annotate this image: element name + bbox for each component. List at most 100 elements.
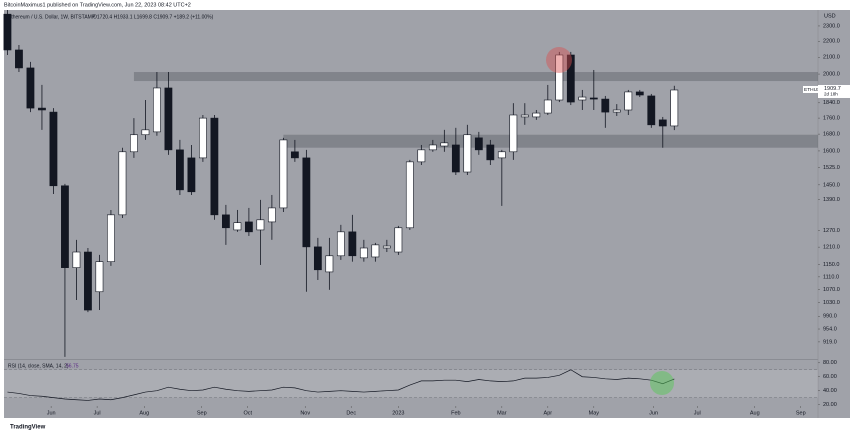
y-tick-label: 1525.0: [823, 165, 840, 171]
candle-body: [233, 222, 242, 231]
candle-body: [359, 247, 368, 259]
candle-body: [267, 207, 276, 223]
candle-body: [325, 255, 334, 273]
x-tick-label: Dec: [346, 410, 356, 416]
candle-body: [474, 137, 483, 151]
candle-body: [497, 151, 506, 159]
chart-background: [4, 10, 850, 418]
candle-body: [164, 87, 173, 151]
ohlc-legend: O1720.4 H1933.1 L1699.8 C1909.7 +189.2 (…: [93, 14, 214, 20]
price-box: [818, 84, 850, 98]
candle-body: [566, 54, 575, 103]
candle-body: [578, 96, 587, 101]
currency-label: USD: [824, 13, 836, 19]
x-tick-label: 2023: [392, 410, 404, 416]
x-tick-label: Jun: [649, 410, 658, 416]
candle-body: [543, 99, 552, 114]
y-tick-label: 60.00: [823, 374, 837, 380]
candle-body: [176, 149, 184, 191]
candle-body: [509, 114, 518, 153]
y-tick-label: 1390.0: [823, 197, 840, 203]
y-tick-label: 990.0: [823, 314, 837, 320]
candle-body: [555, 54, 564, 101]
y-tick-label: 1680.0: [823, 132, 840, 138]
x-tick-label: Sep: [197, 410, 207, 416]
candle-body: [210, 117, 219, 216]
highlight-circle: [650, 371, 674, 395]
x-tick-label: Aug: [750, 410, 760, 416]
candle-body: [428, 144, 437, 151]
candle-body: [440, 142, 449, 147]
candle-body: [589, 97, 598, 100]
candle-body: [532, 112, 541, 118]
y-tick-label: 1450.0: [823, 182, 840, 188]
x-tick-label: Apr: [544, 410, 553, 416]
candle-body: [451, 144, 460, 173]
candle-body: [382, 245, 391, 249]
price-symbol: ETHUSD: [804, 87, 824, 93]
y-tick-label: 2000.0: [823, 72, 840, 78]
candle-body: [336, 231, 345, 257]
candle-body: [38, 107, 46, 111]
candle-body: [658, 119, 667, 127]
candle-body: [49, 111, 58, 187]
candle-body: [244, 221, 253, 233]
candle-body: [61, 185, 69, 268]
candle-body: [107, 214, 115, 262]
candle-body: [601, 98, 610, 113]
candle-body: [72, 251, 81, 268]
candle-body: [302, 157, 311, 248]
y-tick-label: 1070.0: [823, 287, 840, 293]
candle-body: [118, 151, 127, 216]
y-tick-label: 919.0: [823, 339, 837, 345]
candle-body: [670, 89, 679, 127]
y-tick-label: 1270.0: [823, 228, 840, 234]
candle-body: [141, 129, 150, 136]
candle-body: [3, 13, 12, 51]
candle-body: [624, 91, 633, 111]
candle-body: [290, 151, 299, 159]
candle-body: [187, 157, 196, 193]
y-tick-label: 1760.0: [823, 116, 840, 122]
x-tick-label: Nov: [300, 410, 310, 416]
candle-body: [95, 261, 104, 293]
footer-logo: TradingView: [10, 425, 46, 431]
y-tick-label: 2300.0: [823, 23, 840, 29]
y-tick-label: 1840.0: [823, 100, 840, 106]
candle-body: [279, 139, 288, 209]
candle-body: [26, 67, 35, 109]
candle-body: [405, 161, 414, 229]
candle-body: [130, 134, 138, 153]
pane-separator: [4, 359, 818, 360]
x-tick-label: Feb: [451, 410, 460, 416]
candle-body: [348, 231, 357, 257]
candle-body: [256, 219, 265, 231]
y-tick-label: 2100.0: [823, 55, 840, 61]
candle-body: [15, 49, 23, 69]
x-tick-label: Mar: [497, 410, 507, 416]
candle-body: [313, 246, 322, 271]
candle-body: [520, 114, 529, 118]
y-tick-label: 40.00: [823, 388, 837, 394]
x-tick-label: May: [589, 410, 600, 416]
x-tick-label: Jun: [47, 410, 56, 416]
rsi-value: 56.75: [66, 363, 79, 369]
candle-body: [417, 149, 426, 163]
candle-body: [463, 134, 472, 173]
rsi-title: RSI (14, close, SMA, 14, 2): [8, 363, 69, 369]
candle-body: [371, 244, 380, 258]
candle-body: [199, 117, 207, 159]
highlight-circle: [546, 47, 572, 73]
y-tick-label: 954.0: [823, 326, 837, 332]
countdown: 2d 18h: [824, 92, 838, 97]
x-tick-label: Sep: [796, 410, 806, 416]
rsi-band: [4, 369, 818, 398]
y-tick-label: 1110.0: [823, 274, 839, 280]
candle-body: [635, 91, 644, 96]
rsi-line: [7, 369, 675, 401]
price-symbol-box: [803, 85, 818, 93]
y-tick-label: 20.00: [823, 402, 837, 408]
header: BitcoinMaximus1 published on TradingView…: [4, 2, 191, 8]
symbol-title: Ethereum / U.S. Dollar, 1W, BITSTAMP: [8, 14, 96, 20]
candle-body: [84, 251, 92, 311]
